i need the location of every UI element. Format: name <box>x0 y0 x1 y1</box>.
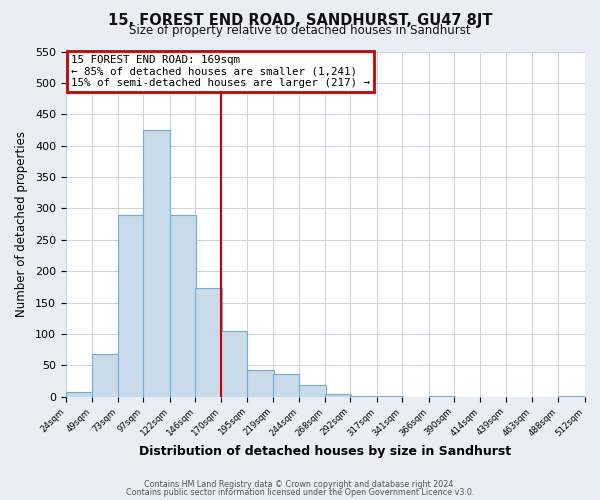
X-axis label: Distribution of detached houses by size in Sandhurst: Distribution of detached houses by size … <box>139 444 511 458</box>
Bar <box>92 354 119 397</box>
Text: Size of property relative to detached houses in Sandhurst: Size of property relative to detached ho… <box>129 24 471 37</box>
Bar <box>221 331 247 397</box>
Bar <box>299 385 326 397</box>
Bar <box>118 214 145 397</box>
Bar <box>350 396 377 397</box>
Bar <box>325 394 352 397</box>
Text: Contains HM Land Registry data © Crown copyright and database right 2024.: Contains HM Land Registry data © Crown c… <box>144 480 456 489</box>
Text: 15, FOREST END ROAD, SANDHURST, GU47 8JT: 15, FOREST END ROAD, SANDHURST, GU47 8JT <box>108 12 492 28</box>
Y-axis label: Number of detached properties: Number of detached properties <box>15 131 28 317</box>
Bar <box>377 396 403 397</box>
Bar <box>429 396 455 397</box>
Bar <box>247 370 274 397</box>
Bar <box>170 214 196 397</box>
Text: 15 FOREST END ROAD: 169sqm
← 85% of detached houses are smaller (1,241)
15% of s: 15 FOREST END ROAD: 169sqm ← 85% of deta… <box>71 55 370 88</box>
Bar <box>273 374 299 397</box>
Bar <box>143 130 170 397</box>
Bar <box>559 396 585 397</box>
Text: Contains public sector information licensed under the Open Government Licence v3: Contains public sector information licen… <box>126 488 474 497</box>
Bar <box>66 392 92 397</box>
Bar <box>196 288 222 397</box>
